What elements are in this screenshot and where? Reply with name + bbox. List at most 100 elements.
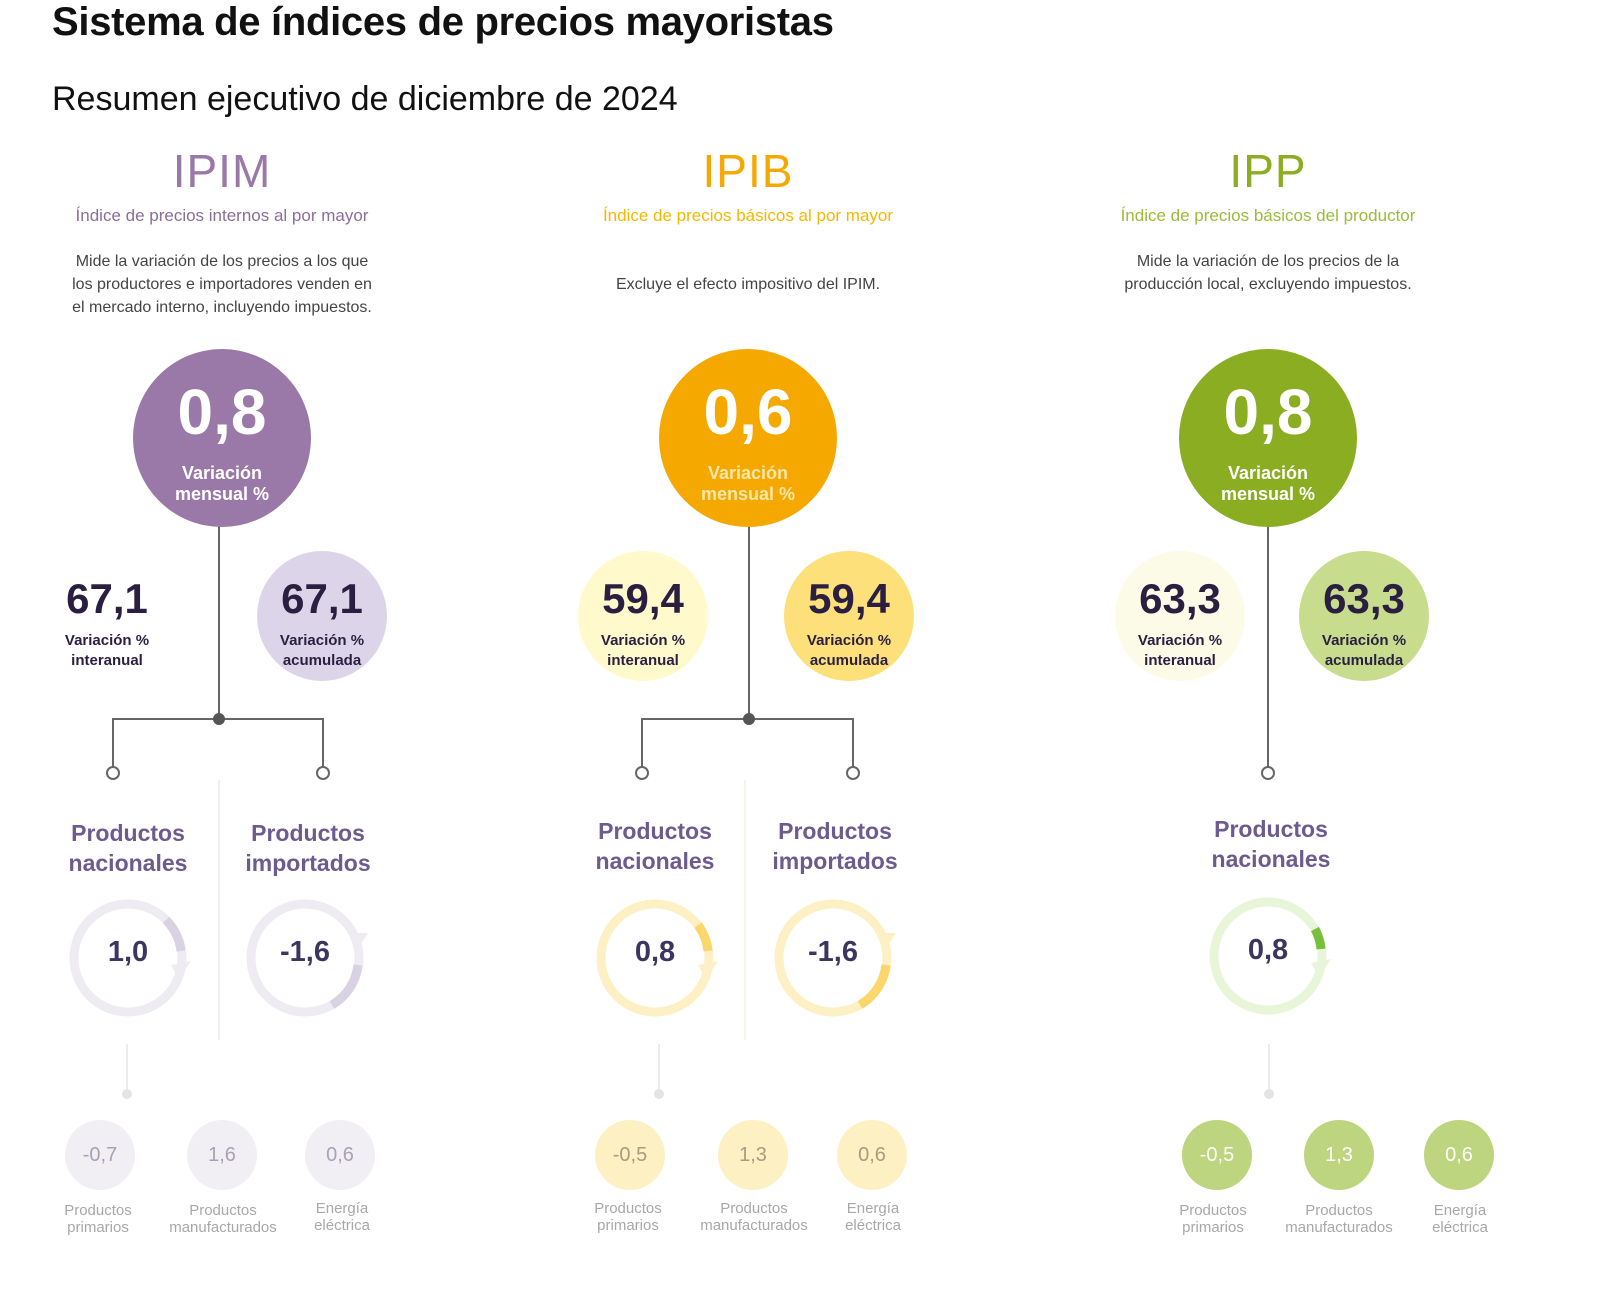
ipp-fullname: Índice de precios básicos del productor [1120,206,1416,225]
ipp-monthly-circle: 0,8 Variación mensual % [1179,349,1357,527]
ipib-fullname: Índice de precios básicos al por mayor [602,206,894,225]
ipib-interanual-value: 59,4 [602,575,684,622]
ipim-importados-value: -1,6 [280,936,330,968]
ipp-acumulada: 63,3 Variación % acumulada [1299,551,1429,681]
ipib-description: Excluye el efecto impositivo del IPIM. [615,276,881,293]
ipib-acumulada-label: Variación % acumulada [806,632,892,669]
ipib-importados-ring: -1,6 [768,893,898,1023]
ipim-manufacturados-label: Productos manufacturados [169,1202,277,1236]
junction-dot [743,713,755,725]
ipp-energia-label: Energía eléctrica [1432,1202,1488,1236]
ipim-primarios-label: Productos primarios [64,1202,132,1236]
ipib-interanual-label: Variación % interanual [600,632,686,669]
ipib-acumulada: 59,4 Variación % acumulada [784,551,914,681]
ipib-group-nacionales-label: Productos nacionales [595,818,715,874]
ipim-interanual: 67,1 Variación % interanual [42,551,172,681]
ipib-primarios-circle: -0,5 [595,1120,665,1190]
ipp-description: Mide la variación de los precios de la p… [1124,253,1412,293]
ipib-energia-value: 0,6 [858,1144,886,1166]
ipim-monthly-value: 0,8 [177,376,267,448]
connector-node [1261,766,1275,780]
page-subtitle: Resumen ejecutivo de diciembre de 2024 [52,80,678,118]
connector-line [1267,520,1269,770]
connector-line [218,520,220,720]
ipim-energia-value: 0,6 [326,1144,354,1166]
ipp-energia-circle: 0,6 [1424,1120,1494,1190]
ipim-description: Mide la variación de los precios a los q… [72,253,372,316]
connector-node [122,1089,132,1099]
connector-line [126,1044,128,1090]
ipp-primarios-value: -0,5 [1199,1144,1235,1166]
connector-node [846,766,860,780]
ipib-manufacturados-value: 1,3 [739,1144,767,1166]
ipp-monthly-value: 0,8 [1223,376,1313,448]
ipim-manufacturados-value: 1,6 [208,1144,236,1166]
ipp-group-nacionales-label: Productos nacionales [1211,816,1331,872]
ipp-manufacturados-label: Productos manufacturados [1285,1202,1393,1236]
ipib-nacionales-value: 0,8 [634,936,676,968]
ipib-monthly-value: 0,6 [703,376,793,448]
connector-node [106,766,120,780]
circular-arrow-icon [774,899,896,1017]
ipim-group-importados-label: Productos importados [245,820,371,876]
junction-dot [213,713,225,725]
ipim-importados-ring: -1,6 [240,893,370,1023]
circular-arrow-icon [596,899,718,1017]
connector-node [654,1089,664,1099]
connector-node [316,766,330,780]
ipib-primarios-value: -0,5 [612,1144,648,1166]
ipim-interanual-label: Variación % interanual [64,632,150,669]
connector-node [635,766,649,780]
connector-node [1264,1089,1274,1099]
connector-line [112,718,114,768]
ipib-nacionales-ring: 0,8 [590,893,720,1023]
ipim-primarios-circle: -0,7 [65,1120,135,1190]
ipib-energia-label: Energía eléctrica [845,1200,901,1234]
ipim-fullname: Índice de precios internos al por mayor [75,206,369,225]
ipim-nacionales-value: 1,0 [107,936,149,968]
page-title: Sistema de índices de precios mayoristas [52,0,834,44]
connector-line [641,718,643,768]
circular-arrow-icon [246,899,368,1017]
ipim-monthly-label: Variación mensual % [174,463,270,504]
ipim-primarios-value: -0,7 [82,1144,118,1166]
ipp-primarios-label: Productos primarios [1179,1202,1247,1236]
divider [218,780,220,1040]
ipib-interanual: 59,4 Variación % interanual [578,551,708,681]
ipib-energia-circle: 0,6 [837,1120,907,1190]
connector-line [748,520,750,720]
ipim-monthly-circle: 0,8 Variación mensual % [133,349,311,527]
ipim-acumulada-label: Variación % acumulada [279,632,365,669]
ipp-manufacturados-circle: 1,3 [1304,1120,1374,1190]
ipib-acronym: IPIB [702,145,794,197]
ipp-interanual: 63,3 Variación % interanual [1115,551,1245,681]
connector-line [322,718,324,768]
ipp-energia-value: 0,6 [1445,1144,1473,1166]
ipib-group-importados-label: Productos importados [772,818,898,874]
ipim-acumulada: 67,1 Variación % acumulada [257,551,387,681]
circular-arrow-icon [1209,897,1331,1015]
ipib-manufacturados-label: Productos manufacturados [700,1200,808,1234]
ipp-monthly-label: Variación mensual % [1220,463,1316,504]
ipim-energia-label: Energía eléctrica [314,1200,370,1234]
ipp-acronym: IPP [1229,145,1307,197]
ipib-importados-value: -1,6 [808,936,858,968]
ipp-interanual-label: Variación % interanual [1137,632,1223,669]
ipp-nacionales-value: 0,8 [1247,934,1289,966]
ipim-acumulada-value: 67,1 [281,575,363,622]
ipim-interanual-value: 67,1 [66,575,148,622]
ipp-acumulada-value: 63,3 [1323,575,1405,622]
ipib-monthly-circle: 0,6 Variación mensual % [659,349,837,527]
ipim-manufacturados-circle: 1,6 [187,1120,257,1190]
ipib-manufacturados-circle: 1,3 [718,1120,788,1190]
ipp-manufacturados-value: 1,3 [1325,1144,1353,1166]
ipib-primarios-label: Productos primarios [594,1200,662,1234]
divider [744,780,746,1040]
connector-line [658,1044,660,1090]
ipp-interanual-value: 63,3 [1139,575,1221,622]
connector-line [852,718,854,768]
ipim-group-nacionales-label: Productos nacionales [68,820,188,876]
ipib-acumulada-value: 59,4 [808,575,890,622]
ipp-nacionales-ring: 0,8 [1203,891,1333,1021]
ipim-energia-circle: 0,6 [305,1120,375,1190]
